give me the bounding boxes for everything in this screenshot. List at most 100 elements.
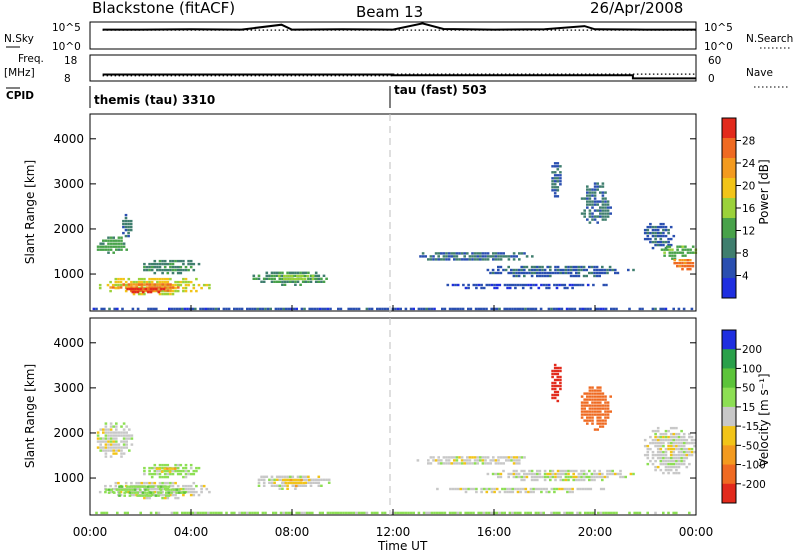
- echo-region-10: [486, 265, 635, 278]
- cpid-label: CPID: [6, 90, 34, 102]
- power-colorbar-tick-label: 20: [742, 181, 755, 193]
- power-colorbar-swatch: [722, 138, 736, 159]
- power-colorbar-swatch: [722, 218, 736, 239]
- cpid-segment-2: tau (fast) 503: [394, 83, 487, 97]
- ytick-label: 1000: [53, 471, 84, 485]
- power-yticks: 1000 2000 3000 4000: [53, 132, 696, 281]
- velocity-colorbar-tick-label: 15: [742, 402, 755, 414]
- velocity-colorbar-tick-label: -100: [742, 460, 766, 472]
- freq-left-tick-top: 18: [64, 55, 77, 67]
- noise-right-tick-top: 10^5: [704, 22, 733, 34]
- noise-left-tick-bottom: 10^0: [52, 41, 81, 53]
- velocity-panel-data: [95, 363, 696, 515]
- ytick-label: 2000: [53, 222, 84, 236]
- echo-region-8: [277, 274, 315, 281]
- xtick-label: 20:00: [578, 525, 613, 539]
- power-ylabel: Slant Range [km]: [23, 160, 37, 264]
- echo-region-4: [109, 283, 180, 292]
- time-axis-ticks: 00:00 04:00 08:00 12:00 16:00 20:00 00:00: [73, 305, 714, 539]
- series-n-sky: [102, 22, 696, 31]
- noise-panel-frame: [89, 21, 697, 50]
- power-panel-data: [92, 162, 698, 311]
- nave-right-tick-bottom: 0: [708, 73, 715, 85]
- series-freq: [102, 73, 696, 80]
- echo-region-15: [660, 245, 698, 260]
- echo-region-14: [95, 511, 691, 515]
- velocity-colorbar-tick-label: 200: [742, 344, 762, 356]
- power-colorbar-tick-label: 24: [742, 158, 756, 170]
- noise-lines: [102, 22, 696, 31]
- ytick-label: 3000: [53, 381, 84, 395]
- power-colorbar-tick-label: 8: [742, 248, 749, 260]
- velocity-colorbar-swatch: [722, 406, 736, 427]
- echo-region-3: [105, 485, 186, 497]
- ytick-label: 1000: [53, 267, 84, 281]
- freq-lines: [102, 73, 696, 80]
- ytick-label: 2000: [53, 426, 84, 440]
- power-colorbar-swatch: [722, 278, 736, 299]
- ytick-label: 4000: [53, 336, 84, 350]
- echo-region-12: [580, 386, 612, 431]
- xtick-label: 00:00: [679, 525, 714, 539]
- velocity-yticks: 1000 2000 3000 4000: [53, 336, 696, 485]
- noise-right-tick-bottom: 10^0: [704, 41, 733, 53]
- xtick-label: 16:00: [477, 525, 512, 539]
- velocity-colorbar-tick-label: 50: [742, 383, 755, 395]
- echo-region-4: [143, 463, 201, 479]
- velocity-colorbar-label: Velocity [m s⁻¹]: [757, 373, 771, 466]
- echo-region-2: [122, 213, 133, 238]
- echo-region-7: [282, 478, 311, 488]
- date-title: 26/Apr/2008: [590, 0, 683, 17]
- power-colorbar: 28 24 20 16 12 8 4: [721, 117, 756, 299]
- echo-region-5: [126, 287, 166, 294]
- radar-title: Blackstone (fitACF): [92, 0, 235, 17]
- power-colorbar-tick-label: 4: [742, 271, 749, 283]
- echo-region-16: [673, 259, 695, 271]
- power-colorbar-tick-label: 16: [742, 203, 756, 215]
- nave-right-tick-top: 60: [708, 55, 721, 67]
- beam-title: Beam 13: [356, 3, 423, 21]
- velocity-ylabel: Slant Range [km]: [23, 364, 37, 468]
- echo-region-6: [143, 259, 201, 275]
- velocity-colorbar-frame: [721, 329, 737, 504]
- series-nave: [102, 73, 696, 77]
- echo-region-11: [446, 283, 608, 290]
- xlabel: Time UT: [377, 539, 428, 553]
- noise-right-label: N.Search: [746, 33, 793, 45]
- echo-region-11: [551, 363, 562, 403]
- echo-region-9: [419, 252, 534, 261]
- xtick-label: 08:00: [275, 525, 310, 539]
- echo-region-13: [643, 426, 696, 475]
- power-colorbar-swatch: [722, 238, 736, 259]
- power-colorbar-tick-label: 28: [742, 136, 755, 148]
- power-colorbar-swatch: [722, 258, 736, 279]
- velocity-colorbar: 200 100 50 15 -15 -50 -100 -200: [721, 329, 766, 504]
- velocity-colorbar-swatch: [722, 349, 736, 369]
- power-colorbar-tick-label: 12: [742, 226, 755, 238]
- velocity-colorbar-tick-label: 100: [742, 363, 762, 375]
- velocity-colorbar-tick-label: -15: [742, 421, 759, 433]
- power-colorbar-swatch: [722, 198, 736, 219]
- echo-region-17: [92, 307, 694, 311]
- power-colorbar-swatch: [722, 158, 736, 179]
- xtick-label: 04:00: [174, 525, 209, 539]
- freq-left-tick-bottom: 8: [64, 73, 71, 85]
- noise-left-tick-top: 10^5: [52, 22, 81, 34]
- velocity-colorbar-swatch: [722, 426, 736, 446]
- velocity-colorbar-swatch: [722, 445, 736, 466]
- noise-left-label: N.Sky: [4, 33, 34, 45]
- power-colorbar-label: Power [dB]: [757, 159, 771, 224]
- freq-label-a: Freq.: [18, 53, 44, 65]
- echo-region-13: [580, 182, 612, 224]
- xtick-label: 00:00: [73, 525, 108, 539]
- ytick-label: 4000: [53, 132, 84, 146]
- velocity-colorbar-tick-label: -50: [742, 440, 759, 452]
- xtick-label: 12:00: [376, 525, 411, 539]
- velocity-colorbar-swatch: [722, 368, 736, 389]
- power-colorbar-swatch: [722, 118, 736, 139]
- echo-region-12: [551, 162, 562, 198]
- echo-region-10: [436, 487, 606, 494]
- velocity-colorbar-swatch: [722, 464, 736, 485]
- echo-region-1: [96, 422, 134, 458]
